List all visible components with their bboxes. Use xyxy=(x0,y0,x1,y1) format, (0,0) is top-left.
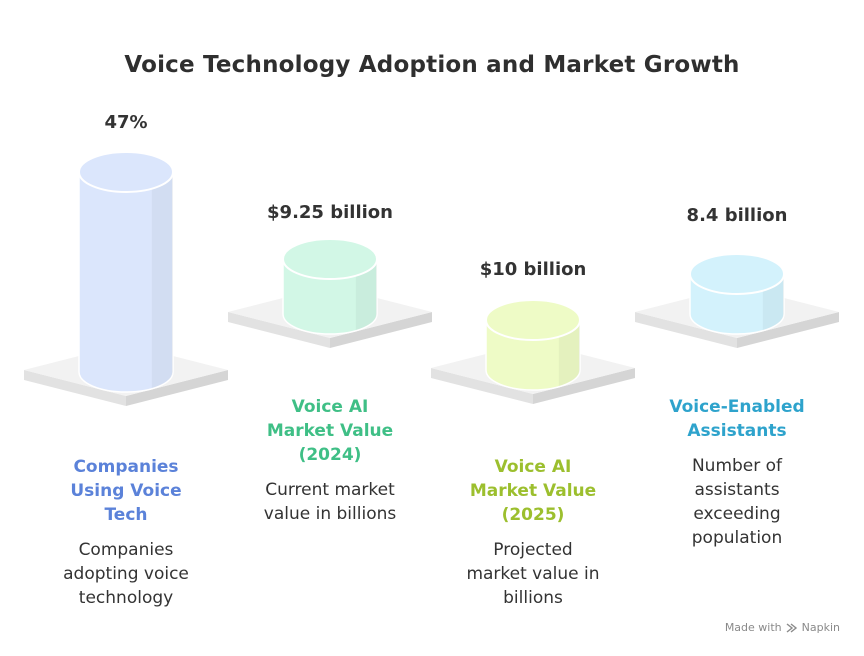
description: Current market value in billions xyxy=(240,478,420,526)
category-label-line: Market Value xyxy=(266,421,394,441)
bar-1 xyxy=(24,151,228,406)
category-label: Voice AI Market Value (2025) xyxy=(443,455,623,527)
category-label-line: Voice AI xyxy=(494,457,572,477)
chart-title: Voice Technology Adoption and Market Gro… xyxy=(124,52,740,78)
description-line: assistants xyxy=(694,480,780,500)
value-label: $9.25 billion xyxy=(267,202,393,223)
cylinder-top xyxy=(485,299,581,341)
category-label: Voice-Enabled Assistants xyxy=(647,395,827,443)
bar-3 xyxy=(431,299,635,404)
bar-4 xyxy=(635,253,839,348)
description-line: billions xyxy=(503,588,563,608)
description-line: Number of xyxy=(691,456,783,476)
description-line: population xyxy=(691,528,783,548)
cylinder-top xyxy=(689,253,785,295)
platform-left-side xyxy=(228,312,330,348)
description-line: technology xyxy=(78,588,174,608)
platform-right-side xyxy=(330,312,432,348)
cylinder-shade xyxy=(558,320,580,386)
category-label: Companies Using Voice Tech xyxy=(36,455,216,527)
category-label-line: Voice-Enabled xyxy=(669,397,805,417)
cylinder-top xyxy=(78,151,174,193)
category-label-line: Using Voice xyxy=(70,481,182,501)
description-line: exceeding xyxy=(693,504,781,524)
category-label-line: (2025) xyxy=(501,505,565,525)
napkin-logo-icon xyxy=(786,622,797,633)
platform-left-side xyxy=(635,312,737,348)
description-line: Current market xyxy=(265,480,395,500)
description-line: Companies xyxy=(78,540,174,560)
description: Number of assistants exceeding population xyxy=(647,454,827,550)
category-label-line: Market Value xyxy=(469,481,597,501)
cylinder-body xyxy=(78,171,174,393)
watermark-brand: Napkin xyxy=(801,621,840,634)
watermark-made-with: Made with xyxy=(724,621,782,634)
bar-2 xyxy=(228,238,432,348)
description: Projected market value in billions xyxy=(443,538,623,610)
cylinder-shade xyxy=(151,172,173,388)
value-label: $10 billion xyxy=(479,259,587,280)
cylinder-shade xyxy=(355,259,377,330)
category-label-line: (2024) xyxy=(298,445,362,465)
value-label: 8.4 billion xyxy=(686,205,788,226)
category-label: Voice AI Market Value (2024) xyxy=(240,395,420,467)
description-line: market value in xyxy=(466,564,600,584)
description-line: value in billions xyxy=(263,504,397,524)
category-label-line: Companies xyxy=(73,457,179,477)
description: Companies adopting voice technology xyxy=(36,538,216,610)
category-label-line: Tech xyxy=(104,505,148,525)
category-label-line: Voice AI xyxy=(291,397,369,417)
platform-right-side xyxy=(737,312,839,348)
platform-right-side xyxy=(126,370,228,406)
description-line: Projected xyxy=(493,540,573,560)
value-label: 47% xyxy=(104,112,148,133)
category-label-line: Assistants xyxy=(687,421,787,441)
platform-left-side xyxy=(431,368,533,404)
cylinder-top xyxy=(282,238,378,280)
description-line: adopting voice xyxy=(63,564,189,584)
cylinder-body xyxy=(282,258,378,335)
watermark: Made with Napkin xyxy=(725,621,840,634)
platform-left-side xyxy=(24,370,126,406)
platform-right-side xyxy=(533,368,635,404)
